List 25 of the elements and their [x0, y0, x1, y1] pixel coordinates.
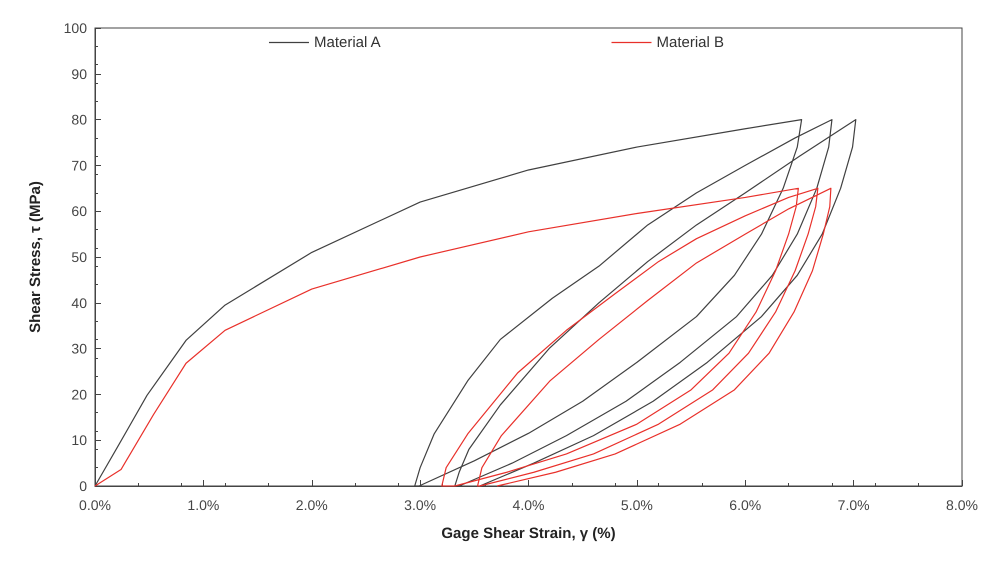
- y-tick-label: 30: [71, 340, 88, 357]
- y-tick-label: 70: [71, 157, 88, 174]
- x-tick-label: 3.0%: [404, 497, 436, 513]
- x-tick-label: 2.0%: [296, 497, 328, 513]
- line-series: [94, 188, 832, 487]
- x-tick-label: 8.0%: [946, 497, 978, 513]
- y-tick-label: 60: [71, 203, 88, 220]
- x-tick-label: 5.0%: [620, 497, 653, 513]
- y-tick-label: 10: [71, 432, 88, 448]
- y-tick-label: 0: [79, 478, 88, 494]
- x-tick-label: 7.0%: [838, 497, 870, 513]
- y-tick-label: 40: [71, 294, 88, 311]
- y-tick-label: 100: [64, 20, 88, 36]
- y-tick-label: 80: [71, 112, 88, 128]
- y-axis-title: Shear Stress, τ (MPa): [27, 181, 44, 333]
- x-tick-label: 0.0%: [79, 497, 111, 513]
- x-tick-label: 4.0%: [512, 497, 544, 513]
- y-tick-label: 90: [71, 66, 88, 82]
- y-tick-label: 20: [71, 386, 88, 402]
- legend-label: Material A: [314, 34, 381, 51]
- y-tick-label: 50: [71, 249, 88, 265]
- x-tick-label: 6.0%: [729, 497, 762, 513]
- x-tick-label: 1.0%: [187, 497, 220, 513]
- x-axis-title: Gage Shear Strain, γ (%): [441, 525, 616, 542]
- legend-label: Material B: [656, 34, 724, 51]
